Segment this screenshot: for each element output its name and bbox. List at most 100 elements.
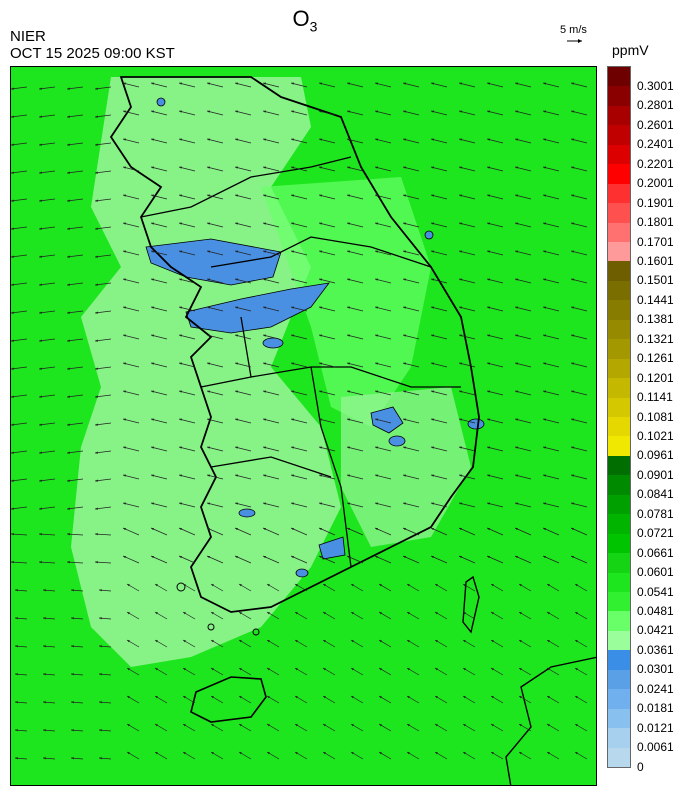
wind-arrowhead (319, 306, 322, 309)
wind-arrowhead (155, 640, 158, 643)
title-subscript: 3 (309, 18, 318, 35)
legend-swatch (608, 164, 630, 185)
wind-arrowhead (571, 528, 574, 531)
wind-arrowhead (407, 696, 410, 699)
wind-arrowhead (263, 390, 266, 393)
wind-arrowhead (375, 446, 378, 449)
wind-arrowhead (211, 584, 214, 587)
wind-arrowhead (515, 194, 518, 197)
wind-arrowhead (263, 110, 266, 113)
wind-arrowhead (487, 556, 490, 559)
wind-arrowhead (155, 752, 158, 755)
legend-swatch (608, 455, 630, 476)
wind-arrowhead (323, 724, 326, 727)
wind-arrowhead (459, 502, 462, 505)
wind-arrow (346, 527, 364, 536)
wind-arrowhead (263, 334, 266, 337)
wind-arrowhead (491, 724, 494, 727)
wind-arrowhead (67, 479, 70, 482)
wind-arrowhead (319, 474, 322, 477)
wind-arrowhead (403, 166, 406, 169)
wind-arrowhead (515, 502, 518, 505)
wind-arrowhead (71, 729, 74, 732)
wind-arrowhead (347, 306, 350, 309)
wind-arrowhead (235, 474, 238, 477)
wind-arrowhead (11, 423, 14, 426)
wind-arrowhead (543, 556, 546, 559)
wind-arrowhead (95, 255, 98, 258)
wind-arrowhead (319, 110, 322, 113)
wind-arrowhead (487, 138, 490, 141)
wind-arrowhead (263, 362, 266, 365)
wind-arrowhead (211, 696, 214, 699)
wind-arrowhead (43, 757, 46, 760)
wind-arrowhead (487, 362, 490, 365)
wind-arrowhead (235, 362, 238, 365)
wind-arrowhead (487, 250, 490, 253)
wind-arrowhead (487, 166, 490, 169)
wind-arrowhead (291, 110, 294, 113)
wind-arrowhead (11, 283, 14, 286)
wind-arrowhead (263, 418, 266, 421)
wind-arrowhead (291, 222, 294, 225)
wind-arrowhead (95, 115, 98, 118)
wind-arrowhead (319, 166, 322, 169)
wind-arrow (458, 527, 476, 536)
wind-arrowhead (543, 502, 546, 505)
wind-arrowhead (431, 528, 434, 531)
wind-arrowhead (207, 110, 210, 113)
wind-arrowhead (571, 250, 574, 253)
wind-scale-label: 5 m/s (560, 24, 587, 36)
wind-arrowhead (151, 222, 154, 225)
wind-arrowhead (575, 640, 578, 643)
wind-arrowhead (487, 446, 490, 449)
province-boundaries (140, 156, 461, 568)
wind-arrowhead (459, 194, 462, 197)
legend-tick-label: 0.0061 (637, 740, 674, 755)
wind-arrowhead (123, 278, 126, 281)
wind-arrowhead (123, 110, 126, 113)
wind-arrowhead (95, 423, 98, 426)
wind-arrowhead (179, 418, 182, 421)
wind-arrow (430, 527, 448, 536)
wind-arrowhead (295, 752, 298, 755)
wind-arrow (430, 555, 448, 564)
wind-arrow (346, 555, 364, 564)
wind-arrowhead (543, 278, 546, 281)
wind-arrow (542, 555, 560, 564)
wind-arrowhead (95, 451, 98, 454)
wind-arrowhead (39, 115, 42, 118)
wind-arrowhead (95, 227, 98, 230)
wind-arrowhead (239, 640, 242, 643)
wind-arrowhead (155, 724, 158, 727)
legend-tick-label: 0.0541 (637, 584, 674, 599)
wind-arrow (178, 527, 196, 536)
light-zone-southeast (341, 387, 471, 547)
wind-arrowhead (403, 222, 406, 225)
legend-tick-label: 0.0121 (637, 720, 674, 735)
wind-arrowhead (323, 696, 326, 699)
wind-arrowhead (547, 724, 550, 727)
wind-arrowhead (11, 227, 14, 230)
wind-arrowhead (571, 306, 574, 309)
wind-arrowhead (375, 306, 378, 309)
wind-arrowhead (347, 334, 350, 337)
wind-arrowhead (39, 423, 42, 426)
wind-arrowhead (323, 612, 326, 615)
wind-arrowhead (407, 640, 410, 643)
legend-swatch (608, 222, 630, 243)
wind-arrowhead (263, 278, 266, 281)
island (252, 628, 260, 636)
wind-arrowhead (123, 390, 126, 393)
wind-arrowhead (515, 82, 518, 85)
wind-arrowhead (543, 528, 546, 531)
wind-arrowhead (463, 724, 466, 727)
wind-arrowhead (123, 138, 126, 141)
wind-arrowhead (571, 556, 574, 559)
wind-arrowhead (71, 645, 74, 648)
wind-arrowhead (547, 696, 550, 699)
wind-arrowhead (547, 612, 550, 615)
wind-arrowhead (407, 612, 410, 615)
wind-arrowhead (435, 668, 438, 671)
legend-tick-label: 0.1141 (637, 390, 673, 405)
